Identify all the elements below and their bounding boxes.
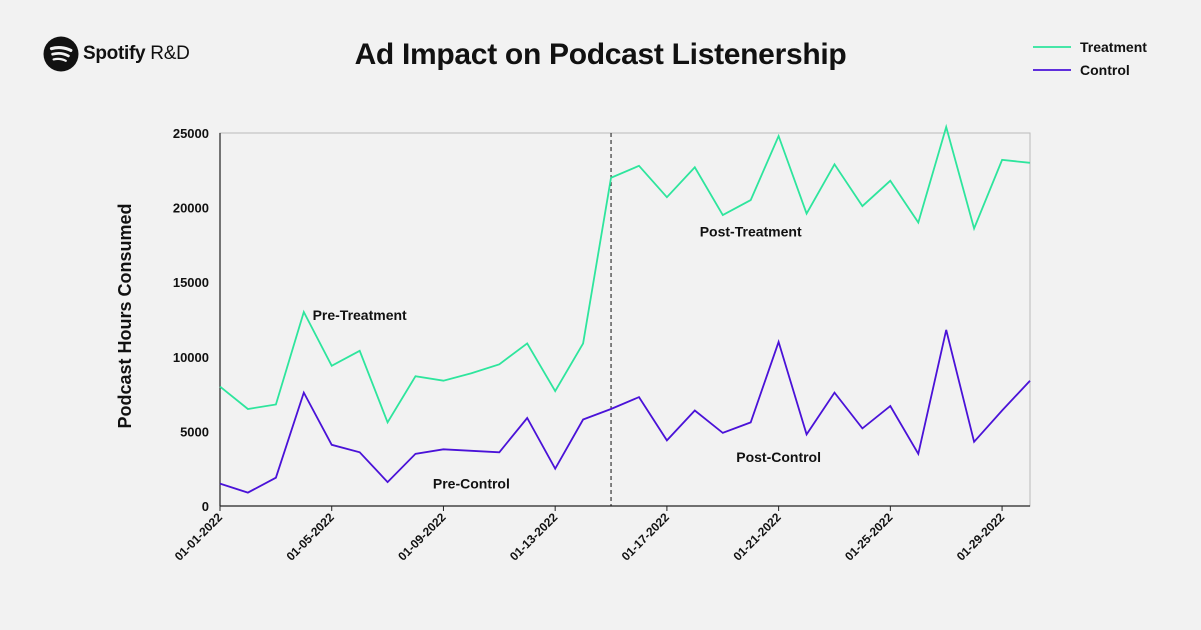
x-tick-labels: 01-01-2022 01-05-2022 01-09-2022 01-13-2022… (172, 506, 1008, 564)
y-tick-label: 15000 (173, 275, 209, 290)
annotations: Pre-Treatment Post-Treatment Pre-Control Po… (313, 223, 821, 491)
annotation-label: Pre-Control (433, 476, 510, 492)
brand-suffix: R&D (150, 43, 190, 64)
plot-frame (219, 132, 1031, 507)
spotify-icon (43, 36, 79, 72)
brand-name: Spotify (83, 43, 146, 64)
x-tick-label: 01-29-2022 (954, 510, 1008, 564)
chart-title: Ad Impact on Podcast Listenership (354, 38, 847, 71)
series-lines (219, 123, 1031, 506)
y-tick-label: 5000 (180, 424, 209, 439)
x-tick-label: 01-05-2022 (284, 510, 338, 564)
y-tick-label: 10000 (173, 350, 209, 365)
annotation-label: Post-Treatment (700, 223, 802, 239)
treatment-series-line (219, 123, 1031, 425)
x-tick-label: 01-09-2022 (395, 510, 449, 564)
annotation-label: Post-Control (736, 449, 821, 465)
y-tick-labels: 0 5000 10000 15000 20000 25000 (173, 126, 209, 514)
y-tick-label: 25000 (173, 126, 209, 141)
annotation-label: Pre-Treatment (313, 307, 407, 323)
x-tick-label: 01-13-2022 (507, 510, 561, 564)
legend: Treatment Control (1033, 39, 1147, 78)
y-tick-label: 20000 (173, 201, 209, 216)
legend-label-treatment: Treatment (1080, 39, 1147, 55)
y-axis-label: Podcast Hours Consumed (115, 203, 135, 428)
control-series-line (219, 329, 1031, 494)
legend-label-control: Control (1080, 62, 1130, 78)
brand-text: Spotify R&D (83, 43, 190, 65)
y-tick-label: 0 (202, 499, 209, 514)
x-tick-label: 01-25-2022 (842, 510, 896, 564)
x-tick-label: 01-21-2022 (730, 510, 784, 564)
brand-logo: Spotify R&D (43, 36, 190, 72)
x-tick-label: 01-01-2022 (172, 510, 226, 564)
x-tick-label: 01-17-2022 (619, 510, 673, 564)
